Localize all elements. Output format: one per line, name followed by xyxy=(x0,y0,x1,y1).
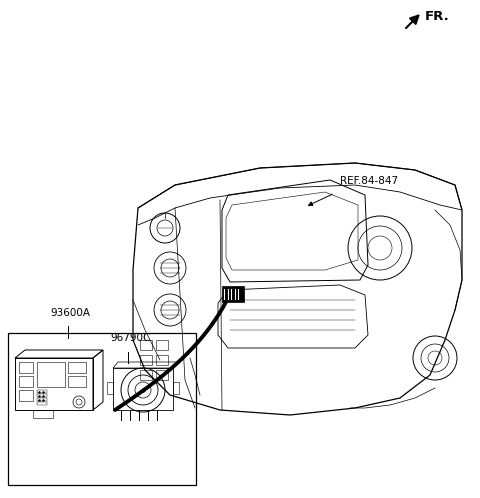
Text: FR.: FR. xyxy=(425,10,450,23)
Bar xyxy=(15,358,93,410)
Text: 96790C: 96790C xyxy=(110,333,150,343)
Text: 93600A: 93600A xyxy=(50,308,90,318)
Text: REF.84-847: REF.84-847 xyxy=(340,176,398,186)
Bar xyxy=(140,340,152,350)
Bar xyxy=(19,362,33,373)
Bar xyxy=(37,390,47,393)
Bar xyxy=(173,382,179,394)
Bar xyxy=(37,402,47,405)
Bar xyxy=(156,355,168,365)
Bar xyxy=(33,410,53,418)
Bar xyxy=(140,370,152,380)
Bar xyxy=(156,370,168,380)
Bar xyxy=(113,368,173,410)
Bar xyxy=(19,390,33,401)
Bar xyxy=(156,340,168,350)
Bar xyxy=(68,362,86,373)
Bar xyxy=(37,394,47,397)
Bar xyxy=(140,355,152,365)
Bar xyxy=(19,376,33,387)
Bar xyxy=(222,286,244,302)
Bar xyxy=(68,376,86,387)
Bar xyxy=(37,398,47,401)
Bar xyxy=(37,362,65,387)
Bar xyxy=(107,382,113,394)
Bar xyxy=(8,333,196,485)
